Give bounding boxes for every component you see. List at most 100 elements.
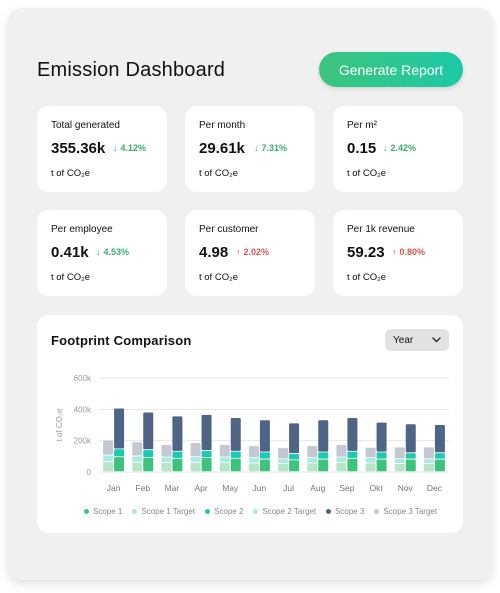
stat-value: 355.36k <box>51 140 106 157</box>
stat-change: ↓ 2.42% <box>383 143 416 153</box>
stat-unit: t of CO₂e <box>51 272 91 283</box>
legend-label: Scope 2 <box>214 507 244 516</box>
bar-scope-1-jan <box>114 457 125 472</box>
y-tick-label: 200k <box>74 437 92 446</box>
chevron-down-icon <box>432 337 441 343</box>
bar-scope-3-jun <box>259 420 270 452</box>
x-tick-label: Jul <box>283 483 294 493</box>
bar-scope-2-target-jul <box>278 459 289 464</box>
bar-scope-3-target-jul <box>278 448 289 459</box>
bar-scope-3-aug <box>318 420 329 452</box>
legend-label: Scope 3 <box>335 507 365 516</box>
bar-scope-2-sep <box>347 451 358 458</box>
y-tick-label: 600k <box>74 374 92 383</box>
stat-change-value: 2.02% <box>243 247 270 257</box>
stat-unit: t of CO₂e <box>199 168 239 179</box>
stat-value: 0.15 <box>347 140 377 157</box>
x-tick-label: Aug <box>310 483 325 493</box>
bar-scope-3-may <box>230 417 241 451</box>
bar-scope-3-apr <box>201 414 212 451</box>
legend-item: Scope 3 <box>326 507 364 516</box>
bar-scope-3-feb <box>143 412 154 450</box>
y-tick-label: 400k <box>74 405 92 414</box>
bar-scope-1-target-okt <box>365 463 376 472</box>
legend-item: Scope 1 <box>84 507 122 516</box>
bar-scope-1-target-jan <box>103 461 114 472</box>
stat-change-value: 4.53% <box>103 247 130 257</box>
stat-value: 0.41k <box>51 244 89 261</box>
x-tick-label: Feb <box>135 483 150 493</box>
legend-item: Scope 3 Target <box>374 507 437 516</box>
stat-label: Per m² <box>347 120 377 131</box>
legend-swatch <box>374 509 380 514</box>
stat-card-per-1k-revenue: Per 1k revenue 59.23 ↑ 0.80% t of CO₂e <box>333 210 463 296</box>
bar-scope-1-jun <box>259 459 270 472</box>
x-tick-label: Jan <box>107 483 121 493</box>
bar-scope-2-okt <box>376 452 387 459</box>
bar-scope-1-apr <box>201 457 212 472</box>
bar-scope-2-feb <box>143 450 154 458</box>
bar-scope-1-mar <box>172 458 183 472</box>
legend-label: Scope 1 <box>93 507 123 516</box>
bar-scope-1-target-jun <box>248 463 259 472</box>
bar-scope-2-jun <box>259 452 270 459</box>
bar-scope-2-target-jan <box>103 455 114 462</box>
legend-item: Scope 2 Target <box>253 507 316 516</box>
legend-item: Scope 1 Target <box>132 507 195 516</box>
arrow-down-icon: ↓ <box>383 143 388 153</box>
bar-scope-3-target-jan <box>103 440 114 455</box>
arrow-up-icon: ↑ <box>236 247 241 257</box>
bar-scope-3-target-sep <box>336 444 347 457</box>
bar-scope-2-may <box>230 451 241 458</box>
stat-change-value: 0.80% <box>399 247 426 257</box>
bar-scope-2-dec <box>434 453 445 459</box>
generate-report-button[interactable]: Generate Report <box>319 52 463 87</box>
bar-scope-3-nov <box>405 424 416 453</box>
stat-card-per-customer: Per customer 4.98 ↑ 2.02% t of CO₂e <box>185 210 315 296</box>
bar-scope-1-target-mar <box>161 462 172 472</box>
bar-scope-3-target-nov <box>394 447 405 459</box>
x-tick-label: Dec <box>427 483 443 493</box>
page-title: Emission Dashboard <box>37 59 226 81</box>
bar-scope-3-target-jun <box>248 446 259 458</box>
arrow-down-icon: ↓ <box>254 143 259 153</box>
stat-label: Per 1k revenue <box>347 224 415 235</box>
footprint-comparison-card: Footprint Comparison Year 0 200k 400k 600k t… <box>37 315 463 533</box>
bar-scope-1-feb <box>143 457 154 472</box>
bar-scope-1-jul <box>289 460 300 472</box>
stat-change-value: 7.31% <box>261 143 288 153</box>
legend-item: Scope 2 <box>205 507 243 516</box>
bar-scope-2-target-jun <box>248 457 259 463</box>
bar-scope-1-target-sep <box>336 462 347 472</box>
bar-scope-1-sep <box>347 458 358 472</box>
legend-label: Scope 3 Target <box>383 507 438 516</box>
bar-scope-2-jan <box>114 449 125 457</box>
stat-unit: t of CO₂e <box>347 272 387 283</box>
stat-value: 29.61k <box>199 140 245 157</box>
stat-change-value: 4.12% <box>120 143 147 153</box>
legend-swatch <box>253 509 259 514</box>
x-tick-label: Mar <box>165 483 180 493</box>
legend-label: Scope 1 Target <box>141 507 196 516</box>
legend-swatch <box>132 509 138 514</box>
y-tick-label: 0 <box>87 468 92 477</box>
period-select[interactable]: Year <box>385 329 449 351</box>
stat-label: Per employee <box>51 224 113 235</box>
period-select-value: Year <box>393 334 414 346</box>
bar-scope-2-nov <box>405 453 416 459</box>
bar-scope-1-dec <box>434 459 445 472</box>
bar-scope-3-target-mar <box>161 444 172 457</box>
chart-title: Footprint Comparison <box>51 333 192 348</box>
bar-scope-3-target-may <box>219 444 230 457</box>
stat-value: 59.23 <box>347 244 385 261</box>
bar-scope-3-mar <box>172 416 183 451</box>
chart-legend: Scope 1 Scope 1 Target Scope 2 Scope 2 Targ… <box>84 507 437 516</box>
bar-scope-2-target-dec <box>423 459 434 464</box>
x-tick-label: Jun <box>253 483 267 493</box>
legend-label: Scope 2 Target <box>262 507 317 516</box>
bar-scope-2-mar <box>172 451 183 458</box>
x-tick-label: Nov <box>398 483 414 493</box>
bar-scope-2-jul <box>289 453 300 460</box>
stat-value: 4.98 <box>199 244 229 261</box>
bar-scope-1-okt <box>376 459 387 472</box>
